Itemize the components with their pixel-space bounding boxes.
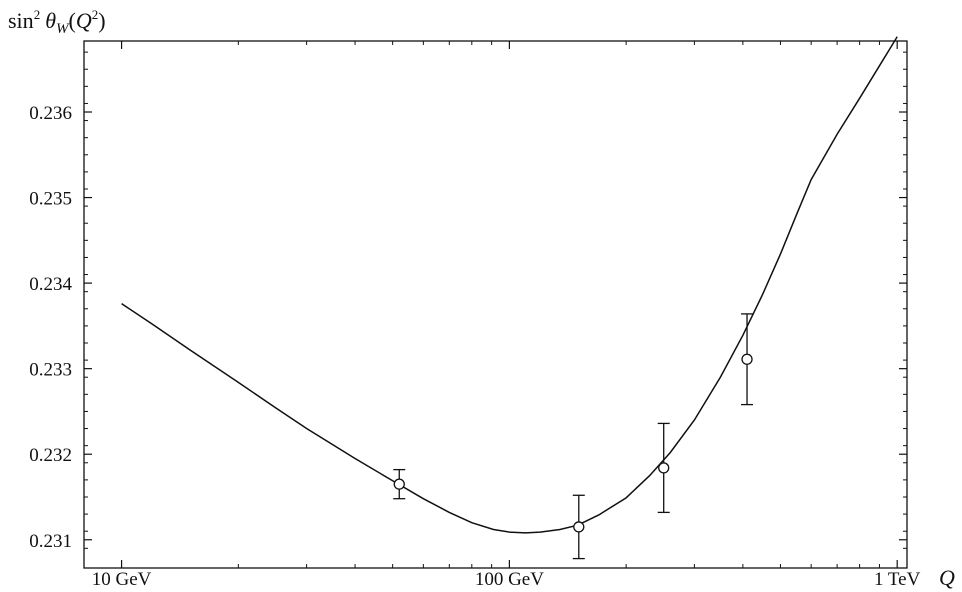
data-point <box>572 494 585 560</box>
series-line <box>121 36 898 534</box>
y-tick-label: 0.231 <box>29 531 72 552</box>
y-tick-label: 0.234 <box>29 274 72 295</box>
x-tick-label: 100 GeV <box>475 569 544 590</box>
x-axis-label: Q <box>939 565 955 590</box>
y-axis-label: sin2 θW(Q2) <box>8 7 106 37</box>
data-points <box>393 313 754 560</box>
tick-labels: 0.231 0.232 0.233 0.234 0.235 0.236 10 GeV 100 … <box>29 103 920 590</box>
plot-frame <box>83 40 908 569</box>
x-tick-label: 1 TeV <box>874 569 921 590</box>
y-tick-label: 0.233 <box>29 360 72 381</box>
point-marker <box>393 478 405 490</box>
y-tick-label: 0.235 <box>29 189 72 210</box>
point-marker <box>741 353 753 365</box>
y-tick-label: 0.232 <box>29 445 72 466</box>
y-tick-label: 0.236 <box>29 103 72 124</box>
tick-marks <box>84 41 907 568</box>
point-marker <box>658 462 670 474</box>
data-point <box>741 313 754 406</box>
x-tick-label: 10 GeV <box>92 569 152 590</box>
data-point <box>393 468 406 500</box>
point-marker <box>573 521 585 533</box>
data-point <box>657 422 670 514</box>
